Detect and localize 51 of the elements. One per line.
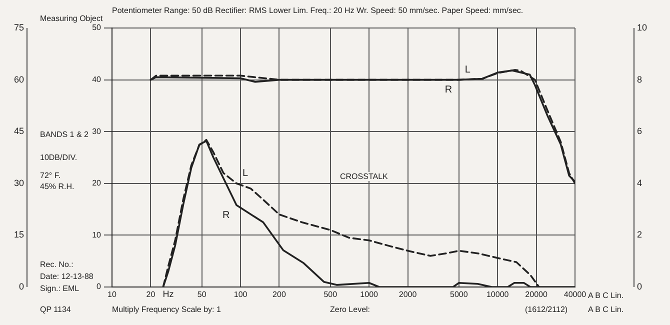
x-tick-label: 1000 bbox=[360, 290, 379, 300]
x-tick-label: 20 bbox=[146, 290, 156, 300]
y2-tick-label: 0 bbox=[18, 281, 24, 292]
text: A B C Lin. bbox=[588, 305, 624, 314]
text: Measuring Object bbox=[40, 14, 103, 23]
text: BANDS 1 & 2 bbox=[40, 130, 88, 139]
text: Potentiometer Range: 50 dB Rectifier: RMS Lower Lim. Freq.: 20 Hz Wr. Speed: 50 mm/sec. Paper Speed: mm/sec. bbox=[112, 6, 524, 15]
y2-tick-label: 30 bbox=[14, 178, 24, 188]
text: A B C Lin. bbox=[588, 291, 624, 300]
y2-tick-label: 45 bbox=[14, 126, 24, 136]
y-tick-label: 50 bbox=[92, 23, 102, 32]
x-tick-label: 10 bbox=[108, 290, 117, 300]
y-tick-label: 30 bbox=[92, 126, 102, 136]
text: Date: 12-13-88 bbox=[40, 272, 94, 281]
x-tick-label: 200 bbox=[272, 290, 286, 300]
y3-tick-label: 10 bbox=[637, 22, 648, 32]
text: QP 1134 bbox=[40, 305, 71, 314]
x-tick-label: 40000 bbox=[564, 290, 587, 300]
series-label: L bbox=[242, 168, 248, 180]
y2-tick-label: 60 bbox=[14, 74, 24, 84]
y3-tick-label: 0 bbox=[637, 281, 642, 292]
series-label: L bbox=[464, 64, 471, 76]
x-tick-label: 10000 bbox=[486, 290, 510, 300]
series-label: R bbox=[222, 210, 230, 221]
y-tick-label: 0 bbox=[96, 282, 102, 292]
text: Rec. No.: bbox=[40, 260, 74, 269]
y-tick-label: 20 bbox=[92, 178, 102, 188]
annotation: CROSSTALK bbox=[340, 172, 388, 181]
text: Zero Level: bbox=[330, 305, 370, 314]
x-tick-label: 2000 bbox=[398, 290, 418, 300]
x-axis-title: Hz bbox=[162, 288, 174, 299]
y3-tick-label: 6 bbox=[637, 126, 642, 136]
text: Multiply Frequency Scale by: 1 bbox=[112, 305, 221, 314]
text: 72° F. bbox=[40, 171, 61, 180]
text: (1612/2112) bbox=[525, 305, 568, 314]
y3-tick-label: 2 bbox=[637, 230, 642, 240]
text: Sign.: EML bbox=[40, 284, 80, 293]
y3-tick-label: 8 bbox=[637, 74, 642, 84]
y3-tick-label: 4 bbox=[637, 178, 642, 188]
text: 10DB/DIV. bbox=[40, 153, 78, 162]
x-tick-label: 100 bbox=[234, 290, 248, 300]
text: 45% R.H. bbox=[40, 182, 74, 191]
y2-tick-label: 75 bbox=[14, 22, 24, 32]
x-tick-label: 500 bbox=[324, 290, 338, 300]
series-label: R bbox=[444, 84, 452, 96]
x-tick-label: 50 bbox=[197, 290, 207, 300]
y2-tick-label: 15 bbox=[14, 230, 24, 240]
y-tick-label: 40 bbox=[92, 75, 102, 84]
y-tick-label: 10 bbox=[92, 230, 102, 240]
x-tick-label: 20000 bbox=[525, 290, 548, 300]
x-tick-label: 5000 bbox=[450, 290, 468, 300]
